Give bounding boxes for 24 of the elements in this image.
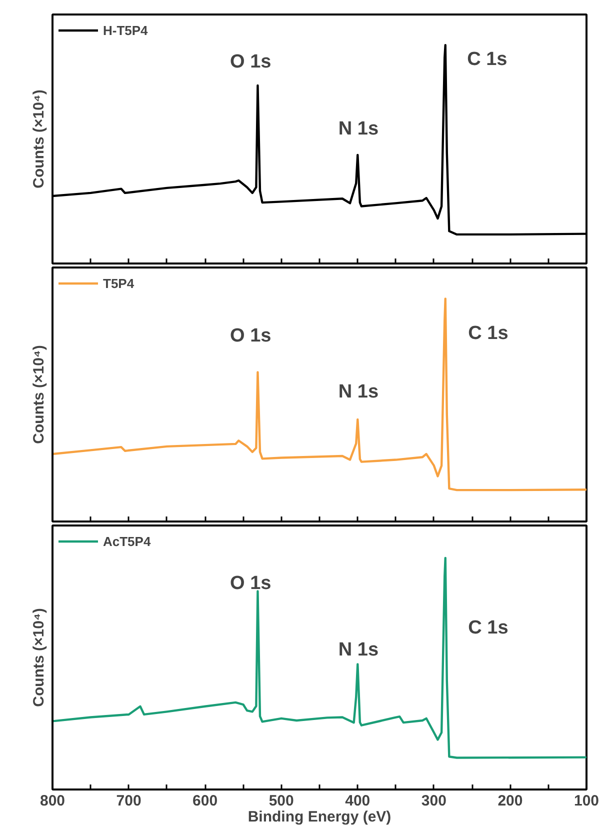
x-tick-label: 500 — [268, 792, 294, 810]
annotation: N 1s — [338, 381, 379, 402]
annotation: N 1s — [338, 118, 379, 140]
annotation: C 1s — [467, 48, 508, 70]
legend-label: AcT5P4 — [103, 534, 151, 548]
annotation: O 1s — [230, 326, 272, 347]
annotation: O 1s — [230, 51, 272, 72]
annotation: N 1s — [338, 639, 379, 660]
y-axis-title: Counts (×10⁴) — [30, 608, 48, 707]
annotation: C 1s — [468, 617, 508, 638]
x-tick-label: 300 — [421, 792, 446, 810]
x-tick-label: 200 — [498, 792, 523, 810]
annotation: O 1s — [230, 573, 272, 594]
annotation: C 1s — [468, 323, 508, 344]
legend-label: T5P4 — [103, 276, 134, 290]
x-axis-title: Binding Energy (eV) — [248, 808, 392, 826]
x-tick-label: 600 — [192, 792, 218, 810]
x-tick-label: 100 — [574, 792, 600, 810]
legend-label: H-T5P4 — [103, 22, 148, 38]
y-axis-title: Counts (×10⁴) — [30, 345, 48, 444]
x-tick-label: 700 — [116, 792, 142, 810]
x-tick-label: 800 — [40, 792, 66, 810]
x-tick-label: 400 — [345, 792, 370, 810]
y-axis-title: Counts (×10⁴) — [30, 90, 48, 188]
